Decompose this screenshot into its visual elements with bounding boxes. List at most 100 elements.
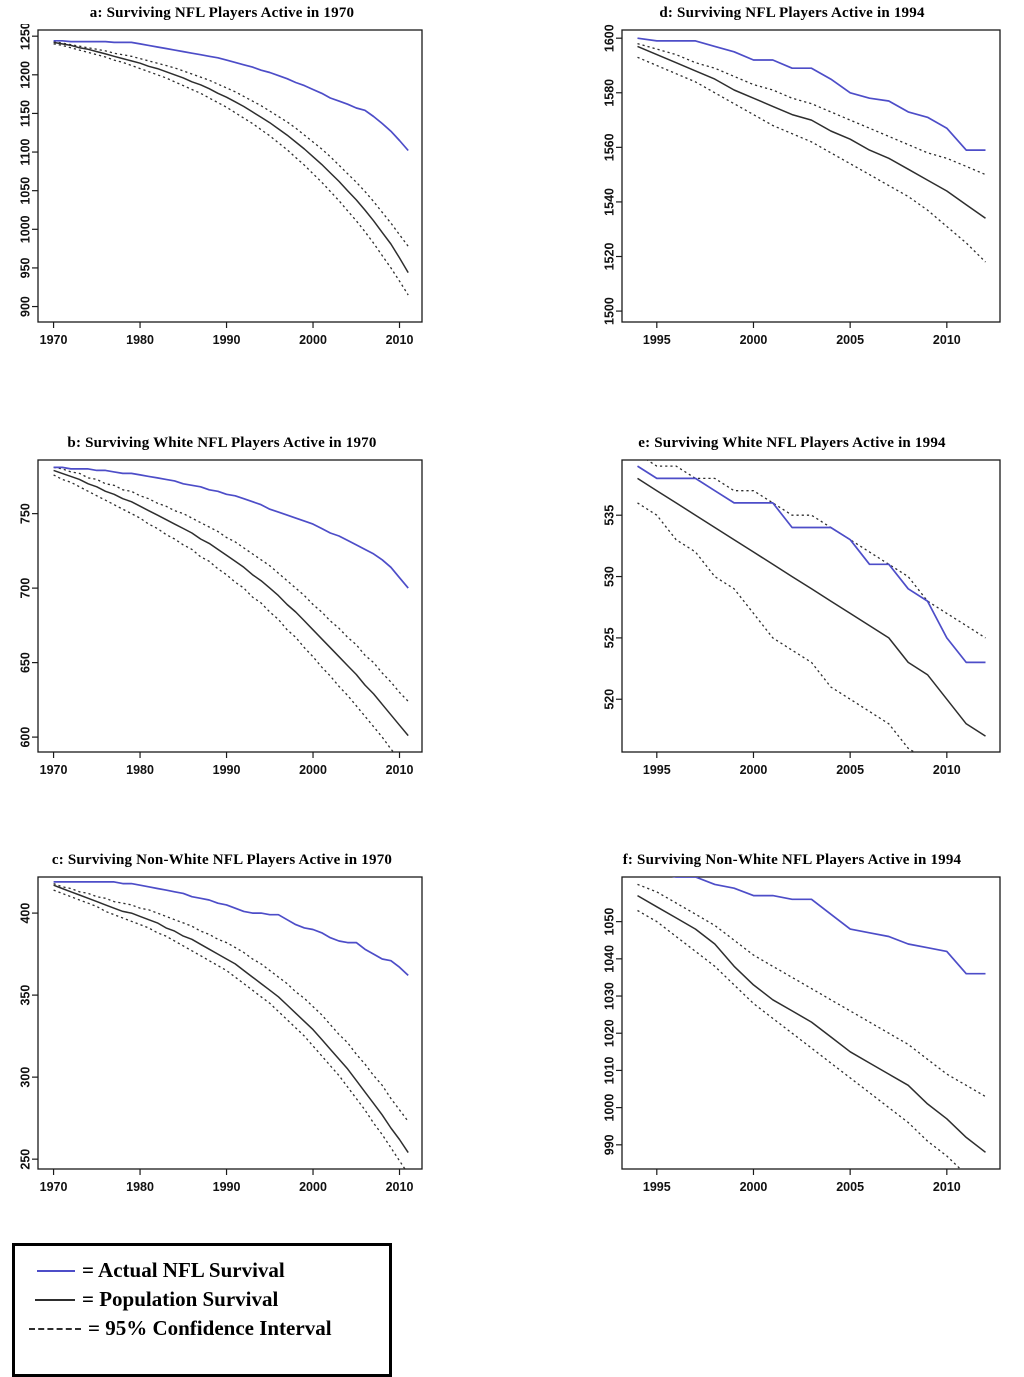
plot-frame [621, 29, 1001, 323]
plot-frame [621, 459, 1001, 753]
chart-title: a: Surviving NFL Players Active in 1970 [89, 5, 355, 21]
ci-upper-line [53, 882, 409, 1122]
chart-f: f: Surviving Non-White NFL Players Activ… [566, 849, 1018, 1211]
ci-upper-line [637, 883, 986, 1098]
legend-label-ci: = 95% Confidence Interval [88, 1316, 332, 1340]
legend-label-population: = Population Survival [82, 1287, 279, 1311]
y-tick-label: 400 [18, 903, 32, 924]
y-tick-label: 1250 [18, 24, 32, 50]
y-tick-label: 1520 [602, 243, 616, 271]
population-line-swatch [35, 1298, 75, 1301]
ci-lower-line [53, 889, 406, 1169]
y-tick-label: 350 [18, 985, 32, 1006]
x-tick-label: 2010 [386, 1180, 414, 1194]
plot-frame [37, 876, 423, 1170]
y-tick-label: 1540 [602, 188, 616, 216]
x-tick-label: 1990 [213, 763, 241, 777]
y-tick-label: 700 [18, 578, 32, 599]
x-tick-label: 1970 [40, 1180, 68, 1194]
x-tick-label: 2000 [299, 333, 327, 347]
legend-item-actual: = Actual NFL Survival [29, 1256, 389, 1285]
legend-item-population: = Population Survival [29, 1285, 389, 1314]
actual-line [53, 466, 409, 589]
x-tick-label: 1980 [126, 763, 154, 777]
x-tick-label: 2010 [933, 1180, 961, 1194]
x-tick-label: 2000 [299, 763, 327, 777]
y-tick-label: 1200 [18, 61, 32, 89]
x-tick-label: 2000 [740, 763, 768, 777]
chart-plot-f: 990 1000 1010 1020 1030 1040 1050 1995 2000 2005 2… [602, 876, 1001, 1194]
chart-plot-c: 250 300 350 400 1970 1980 1990 2000 2010 [18, 876, 423, 1194]
ci-lower-line [637, 502, 916, 752]
y-tick-label: 750 [18, 503, 32, 524]
x-tick-label: 2000 [299, 1180, 327, 1194]
y-tick-label: 1050 [602, 908, 616, 936]
x-tick-label: 2010 [933, 763, 961, 777]
y-tick-label: 600 [18, 727, 32, 748]
actual-line [53, 39, 409, 152]
y-tick-label: 1150 [18, 100, 32, 127]
actual-line-swatch [37, 1269, 75, 1272]
chart-b: b: Surviving White NFL Players Active in… [12, 432, 432, 794]
y-tick-label: 1030 [602, 982, 616, 1010]
population-line [637, 894, 986, 1153]
x-tick-label: 2010 [933, 333, 961, 347]
chart-a: a: Surviving NFL Players Active in 1970 … [12, 2, 432, 364]
y-tick-label: 900 [18, 296, 32, 317]
y-tick-label: 1040 [602, 945, 616, 973]
chart-plot-a: 900 950 1000 1050 1100 1150 1200 1250 1970 1980 19… [18, 24, 423, 347]
actual-line [671, 877, 986, 975]
ci-upper-line [645, 460, 986, 639]
x-tick-label: 1970 [40, 763, 68, 777]
y-tick-label: 1000 [602, 1094, 616, 1122]
x-tick-label: 2000 [740, 1180, 768, 1194]
chart-title: d: Surviving NFL Players Active in 1994 [659, 5, 925, 21]
chart-c: c: Surviving Non-White NFL Players Activ… [12, 849, 432, 1211]
x-tick-label: 1970 [40, 333, 68, 347]
chart-plot-d: 1500 1520 1540 1560 1580 1600 1995 2000 2005 2010 [602, 24, 1001, 347]
actual-line [637, 465, 986, 664]
y-tick-label: 535 [602, 505, 616, 526]
ci-upper-line [637, 42, 986, 176]
legend-label-actual: = Actual NFL Survival [82, 1258, 285, 1282]
x-tick-label: 1990 [213, 333, 241, 347]
population-line [637, 45, 986, 219]
ci-line-swatch [29, 1327, 81, 1330]
y-tick-label: 1600 [602, 24, 616, 52]
y-tick-label: 950 [18, 257, 32, 278]
population-line [53, 884, 409, 1154]
chart-title: c: Surviving Non-White NFL Players Activ… [51, 852, 393, 868]
y-tick-label: 530 [602, 566, 616, 587]
y-tick-label: 650 [18, 652, 32, 673]
actual-line [637, 37, 986, 151]
legend-item-ci: = 95% Confidence Interval [29, 1314, 389, 1343]
chart-d: d: Surviving NFL Players Active in 1994 … [566, 2, 1018, 364]
y-tick-label: 1020 [602, 1019, 616, 1047]
y-tick-label: 1500 [602, 297, 616, 325]
ci-lower-line [53, 474, 395, 752]
y-tick-label: 1560 [602, 133, 616, 161]
population-line [53, 469, 409, 737]
y-tick-label: 1100 [18, 138, 32, 165]
legend-box: = Actual NFL Survival = Population Survi… [12, 1243, 392, 1377]
x-tick-label: 2010 [386, 763, 414, 777]
chart-e: e: Surviving White NFL Players Active in… [566, 432, 1018, 794]
ci-lower-line [53, 43, 409, 296]
x-tick-label: 2005 [836, 1180, 864, 1194]
y-tick-label: 1580 [602, 79, 616, 107]
plot-frame [621, 876, 1001, 1170]
x-tick-label: 1980 [126, 1180, 154, 1194]
x-tick-label: 1990 [213, 1180, 241, 1194]
chart-title: b: Surviving White NFL Players Active in… [67, 435, 377, 451]
x-tick-label: 2005 [836, 333, 864, 347]
y-tick-label: 990 [602, 1134, 616, 1155]
ci-lower-line [637, 56, 986, 263]
y-tick-label: 1000 [18, 215, 32, 243]
x-tick-label: 1995 [643, 333, 671, 347]
x-tick-label: 2000 [740, 333, 768, 347]
x-tick-label: 2005 [836, 763, 864, 777]
x-tick-label: 1995 [643, 1180, 671, 1194]
chart-title: e: Surviving White NFL Players Active in… [638, 435, 946, 451]
ci-upper-line [53, 40, 409, 247]
